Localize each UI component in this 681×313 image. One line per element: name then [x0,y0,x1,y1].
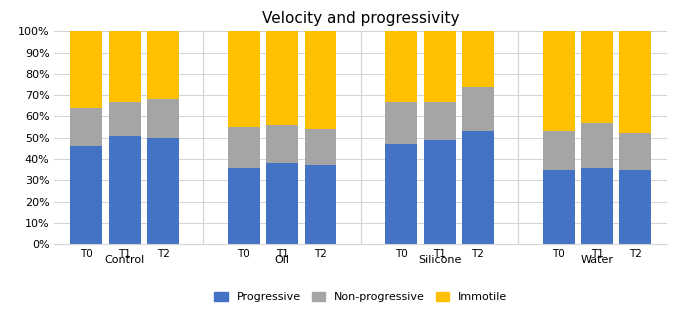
Bar [385,31,417,101]
Bar [424,101,456,140]
Bar [304,31,336,129]
Bar [620,31,652,133]
Legend: Progressive, Non-progressive, Immotile: Progressive, Non-progressive, Immotile [210,287,512,307]
Text: Oil: Oil [274,255,289,265]
Bar [543,131,575,170]
Text: Control: Control [105,255,145,265]
Title: Velocity and progressivity: Velocity and progressivity [262,11,460,26]
Bar [266,31,298,125]
Bar [581,167,613,244]
Bar [228,167,260,244]
Bar [424,31,456,101]
Bar [462,131,494,244]
Bar [70,31,102,108]
Bar [109,101,141,136]
Bar [147,138,179,244]
Bar [70,146,102,244]
Bar [147,31,179,100]
Text: Silicone: Silicone [418,255,461,265]
Bar [581,31,613,123]
Bar [543,31,575,131]
Bar [462,87,494,131]
Bar [70,108,102,146]
Bar [620,170,652,244]
Bar [147,100,179,138]
Bar [543,170,575,244]
Bar [304,165,336,244]
Bar [109,136,141,244]
Bar [581,123,613,167]
Bar [462,31,494,87]
Bar [424,140,456,244]
Bar [266,163,298,244]
Bar [266,125,298,163]
Bar [385,144,417,244]
Text: Water: Water [581,255,614,265]
Bar [228,127,260,167]
Bar [304,129,336,165]
Bar [228,31,260,127]
Bar [109,31,141,101]
Bar [620,133,652,170]
Bar [385,101,417,144]
